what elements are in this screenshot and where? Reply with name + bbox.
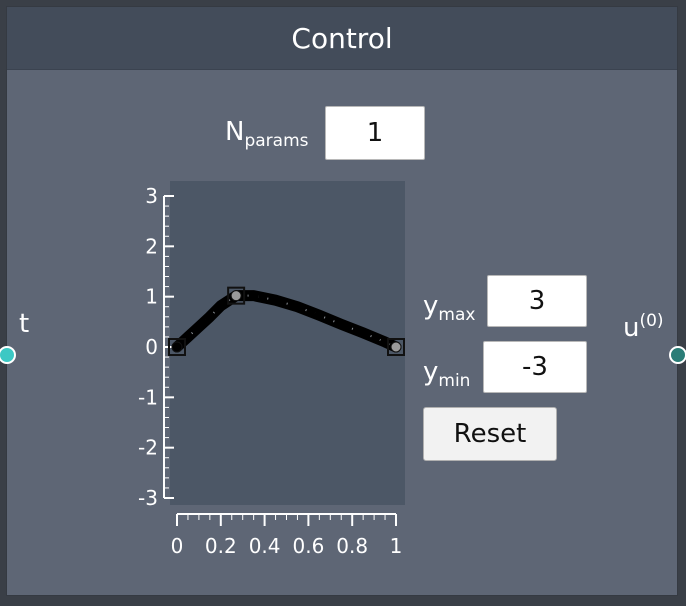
y-tick-label: -3	[138, 486, 158, 510]
y-tick-label: -1	[138, 385, 158, 409]
params-input[interactable]	[325, 106, 425, 160]
input-port-label: t	[19, 309, 30, 339]
x-tick-label: 0.2	[205, 534, 237, 558]
node-header[interactable]: Control	[7, 7, 677, 70]
x-tick-label: 0.4	[249, 534, 281, 558]
output-port-label: u(0)	[623, 311, 664, 343]
control-point-handle	[227, 286, 246, 305]
x-tick-label: 1	[390, 534, 403, 558]
curve-point	[204, 311, 215, 322]
curve-point	[193, 321, 204, 332]
control-point	[230, 290, 242, 302]
curve-point	[358, 327, 369, 338]
node-title: Control	[291, 21, 393, 55]
y-tick-label: 0	[145, 335, 158, 359]
x-tick-label: 0.8	[336, 534, 368, 558]
reset-button[interactable]: Reset	[423, 407, 557, 461]
control-node: Control Nparams 3 2 1 0 -1 -2 -3 0 0.2 0.4 0.6 0.8 1…	[6, 6, 678, 596]
control-plot[interactable]: 3 2 1 0 -1 -2 -3 0 0.2 0.4 0.6 0.8 1	[7, 7, 679, 597]
control-point-handle	[387, 338, 405, 356]
ymin-input[interactable]	[483, 341, 587, 393]
y-tick-label: 3	[145, 184, 158, 208]
control-point-handle	[168, 338, 186, 356]
ymax-label: ymax	[423, 291, 476, 325]
output-port-handle[interactable]	[669, 346, 686, 364]
y-tick-label: 1	[145, 285, 158, 309]
input-port-handle[interactable]	[0, 346, 16, 364]
curve-point	[248, 290, 259, 301]
ymax-input[interactable]	[487, 275, 587, 327]
x-tick-label: 0.6	[292, 534, 324, 558]
y-tick-label: 2	[145, 234, 158, 258]
ymin-label: ymin	[423, 357, 471, 391]
x-tick-label: 0	[171, 534, 184, 558]
curve-point	[215, 300, 226, 311]
curve-point	[292, 301, 303, 312]
control-point	[390, 341, 402, 353]
curve-point	[314, 310, 325, 321]
curve-point	[336, 319, 347, 330]
curve-point	[270, 295, 281, 306]
y-tick-label: -2	[138, 436, 158, 460]
plot-area	[170, 181, 405, 505]
params-label: Nparams	[225, 117, 309, 151]
control-point	[171, 341, 183, 353]
